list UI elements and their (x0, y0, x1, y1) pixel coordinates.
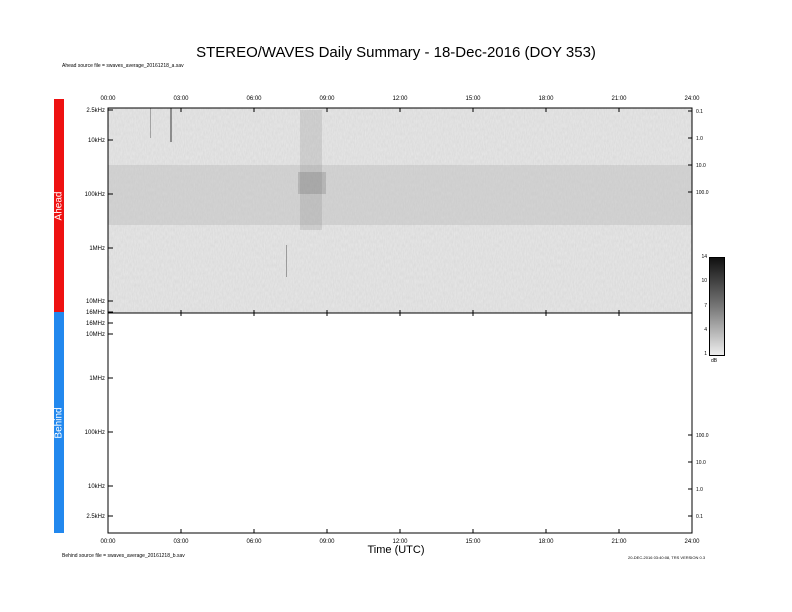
y-tick-label-right: 100.0 (696, 433, 709, 439)
x-axis-label: Time (UTC) (367, 544, 425, 556)
y-tick-label-right: 10.0 (696, 460, 706, 466)
x-tick-label-top: 06:00 (246, 96, 262, 102)
y-tick-label-left: 10MHz (86, 299, 105, 305)
x-tick-label-top: 15:00 (465, 96, 481, 102)
y-tick-label-left: 16MHz (86, 310, 105, 316)
y-tick-label-right: 100.0 (696, 190, 709, 196)
y-tick-label-left: 2.5kHz (86, 514, 105, 520)
x-tick-label-top: 12:00 (392, 96, 408, 102)
behind-source-file: Behind source file = swaves_average_2016… (62, 553, 185, 559)
y-tick-label-right: 1.0 (696, 136, 703, 142)
colorbar-unit: dB (711, 358, 718, 364)
y-tick-label-left: 10kHz (88, 138, 105, 144)
x-tick-label-top: 18:00 (538, 96, 554, 102)
x-tick-label-bottom: 06:00 (246, 539, 262, 545)
y-tick-label-right: 0.1 (696, 109, 703, 115)
colorbar-tick-label: 14 (701, 254, 707, 260)
ahead-source-file: Ahead source file = swaves_average_20161… (62, 63, 184, 69)
colorbar (709, 257, 725, 356)
x-tick-label-top: 09:00 (319, 96, 335, 102)
colorbar-tick-label: 10 (701, 278, 707, 285)
ahead-burst-mark (150, 108, 151, 138)
x-tick-label-bottom: 09:00 (319, 539, 335, 545)
colorbar-tick-label: 7 (704, 302, 707, 309)
x-tick-label-bottom: 18:00 (538, 539, 554, 545)
y-tick-label-left: 10MHz (86, 332, 105, 338)
x-tick-label-bottom: 21:00 (611, 539, 627, 545)
x-tick-label-bottom: 15:00 (465, 539, 481, 545)
y-tick-label-right: 0.1 (696, 514, 703, 520)
y-tick-label-left: 100kHz (85, 192, 105, 198)
x-tick-label-bottom: 00:00 (100, 539, 116, 545)
chart-title: STEREO/WAVES Daily Summary - 18-Dec-2016… (196, 44, 596, 61)
x-tick-label-bottom: 03:00 (173, 539, 189, 545)
x-tick-label-top: 21:00 (611, 96, 627, 102)
behind-sidebar: Behind (54, 312, 65, 533)
x-tick-label-top: 24:00 (684, 96, 700, 102)
ahead-emission-band (108, 165, 692, 225)
x-tick-label-bottom: 12:00 (392, 539, 408, 545)
y-tick-label-left: 10kHz (88, 484, 105, 490)
x-tick-label-top: 03:00 (173, 96, 189, 102)
y-tick-label-left: 16MHz (86, 321, 105, 327)
processing-stamp: 20-DEC-2016 03:40:08, TRS VERSION 0.3 (628, 555, 706, 560)
colorbar-tick-label: 4 (704, 326, 707, 333)
x-tick-label-bottom: 24:00 (684, 539, 700, 545)
x-tick-label-top: 00:00 (100, 96, 116, 102)
ahead-burst-mark (286, 245, 287, 277)
ahead-burst-mark (170, 108, 172, 142)
colorbar-tick-label: 1 (704, 351, 707, 357)
y-tick-label-left: 1MHz (89, 376, 105, 382)
ahead-spectrogram-texture (108, 108, 692, 313)
y-tick-label-right: 1.0 (696, 487, 703, 493)
y-tick-label-right: 10.0 (696, 163, 706, 169)
y-tick-label-left: 1MHz (89, 246, 105, 252)
ahead-emission-column (300, 110, 322, 230)
ahead-sidebar: Ahead (54, 99, 65, 312)
y-tick-label-left: 2.5kHz (86, 108, 105, 114)
ahead-emission-spot (298, 172, 326, 194)
y-tick-label-left: 100kHz (85, 430, 105, 436)
